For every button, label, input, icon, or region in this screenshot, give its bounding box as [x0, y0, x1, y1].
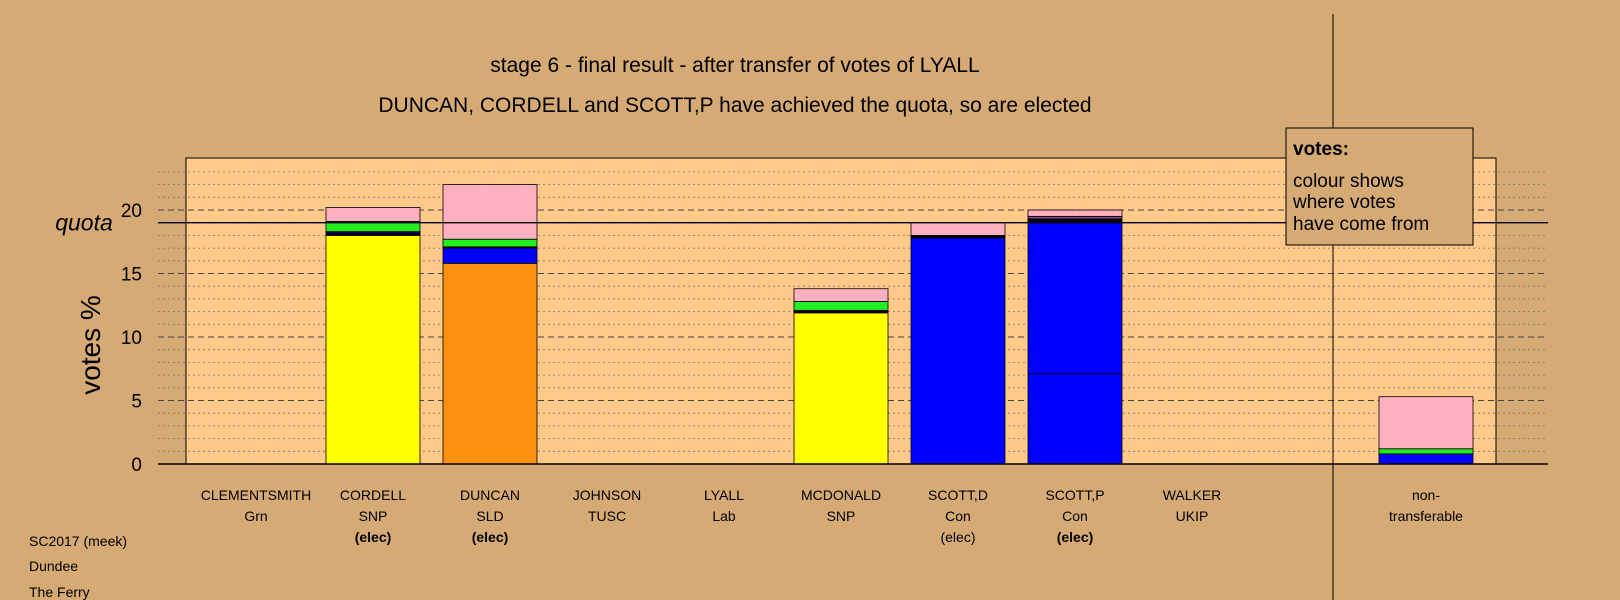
candidate-name: non-	[1412, 487, 1440, 503]
candidate-name: MCDONALD	[801, 487, 881, 503]
bar-segment	[442, 238, 538, 248]
y-tick-label: 5	[131, 392, 142, 413]
candidate-party: UKIP	[1176, 508, 1209, 524]
bar-segment	[442, 262, 538, 465]
candidate-name: WALKER	[1163, 487, 1222, 503]
footer-line-1: SC2017 (meek)	[29, 533, 128, 549]
candidate-party: Lab	[712, 508, 736, 524]
y-tick-label: 20	[121, 201, 142, 222]
bar-segment	[442, 184, 538, 240]
candidate-status: (elec)	[1057, 529, 1094, 545]
legend-line-1: colour shows	[1293, 171, 1404, 192]
candidate-party: TUSC	[588, 508, 626, 524]
legend-title: votes:	[1293, 139, 1349, 160]
candidate-name: DUNCAN	[460, 487, 520, 503]
footer-line-2: Dundee	[29, 558, 79, 574]
bar-segment	[793, 312, 889, 465]
bar-segment	[910, 237, 1006, 465]
candidate-name: CLEMENTSMITH	[201, 487, 311, 503]
candidate-party: SNP	[827, 508, 856, 524]
bar-segment	[1027, 209, 1123, 217]
bars	[325, 184, 1474, 465]
y-tick-label: 10	[121, 328, 142, 349]
candidate-name: JOHNSON	[573, 487, 641, 503]
legend: votes: colour shows where votes have com…	[1285, 127, 1474, 246]
bar-segment	[1027, 221, 1123, 375]
candidate-party: SNP	[359, 508, 388, 524]
legend-line-2: where votes	[1292, 192, 1395, 213]
bar-segment	[442, 247, 538, 264]
candidate-status: (elec)	[472, 529, 509, 545]
bar-segment	[793, 301, 889, 311]
candidate-name: SCOTT,D	[928, 487, 988, 503]
x-axis-labels: CLEMENTSMITH Grn CORDELL SNP (elec) DUNCAN SLD…	[201, 487, 1463, 545]
candidate-name: SCOTT,P	[1045, 487, 1104, 503]
bar-segment	[325, 207, 421, 222]
y-axis: 0 5 10 15 20	[121, 201, 142, 476]
candidate-name: LYALL	[704, 487, 744, 503]
chart-title: stage 6 - final result - after transfer …	[490, 54, 979, 77]
bar-segment	[1378, 396, 1474, 450]
y-tick-label: 15	[121, 265, 142, 286]
candidate-party: Grn	[244, 508, 267, 524]
candidate-party: Con	[945, 508, 971, 524]
bar-segment	[1378, 448, 1474, 455]
candidate-name: CORDELL	[340, 487, 406, 503]
bar-segment	[910, 222, 1006, 236]
y-axis-label: votes %	[75, 295, 106, 395]
candidate-party: SLD	[476, 508, 503, 524]
bar-segment	[1027, 373, 1123, 465]
bar-segment	[793, 288, 889, 302]
candidate-party: transferable	[1389, 508, 1463, 524]
quota-label: quota	[55, 210, 113, 236]
candidate-party: Con	[1062, 508, 1088, 524]
chart-subtitle: DUNCAN, CORDELL and SCOTT,P have achieve…	[378, 94, 1091, 117]
bar-segment	[1378, 453, 1474, 465]
candidate-status: (elec)	[355, 529, 392, 545]
legend-box	[1285, 127, 1474, 246]
legend-line-3: have come from	[1293, 214, 1429, 235]
y-tick-label: 0	[131, 455, 142, 476]
candidate-status: (elec)	[940, 529, 975, 545]
bar-segment	[325, 234, 421, 465]
footer-line-3: The Ferry	[29, 584, 90, 600]
